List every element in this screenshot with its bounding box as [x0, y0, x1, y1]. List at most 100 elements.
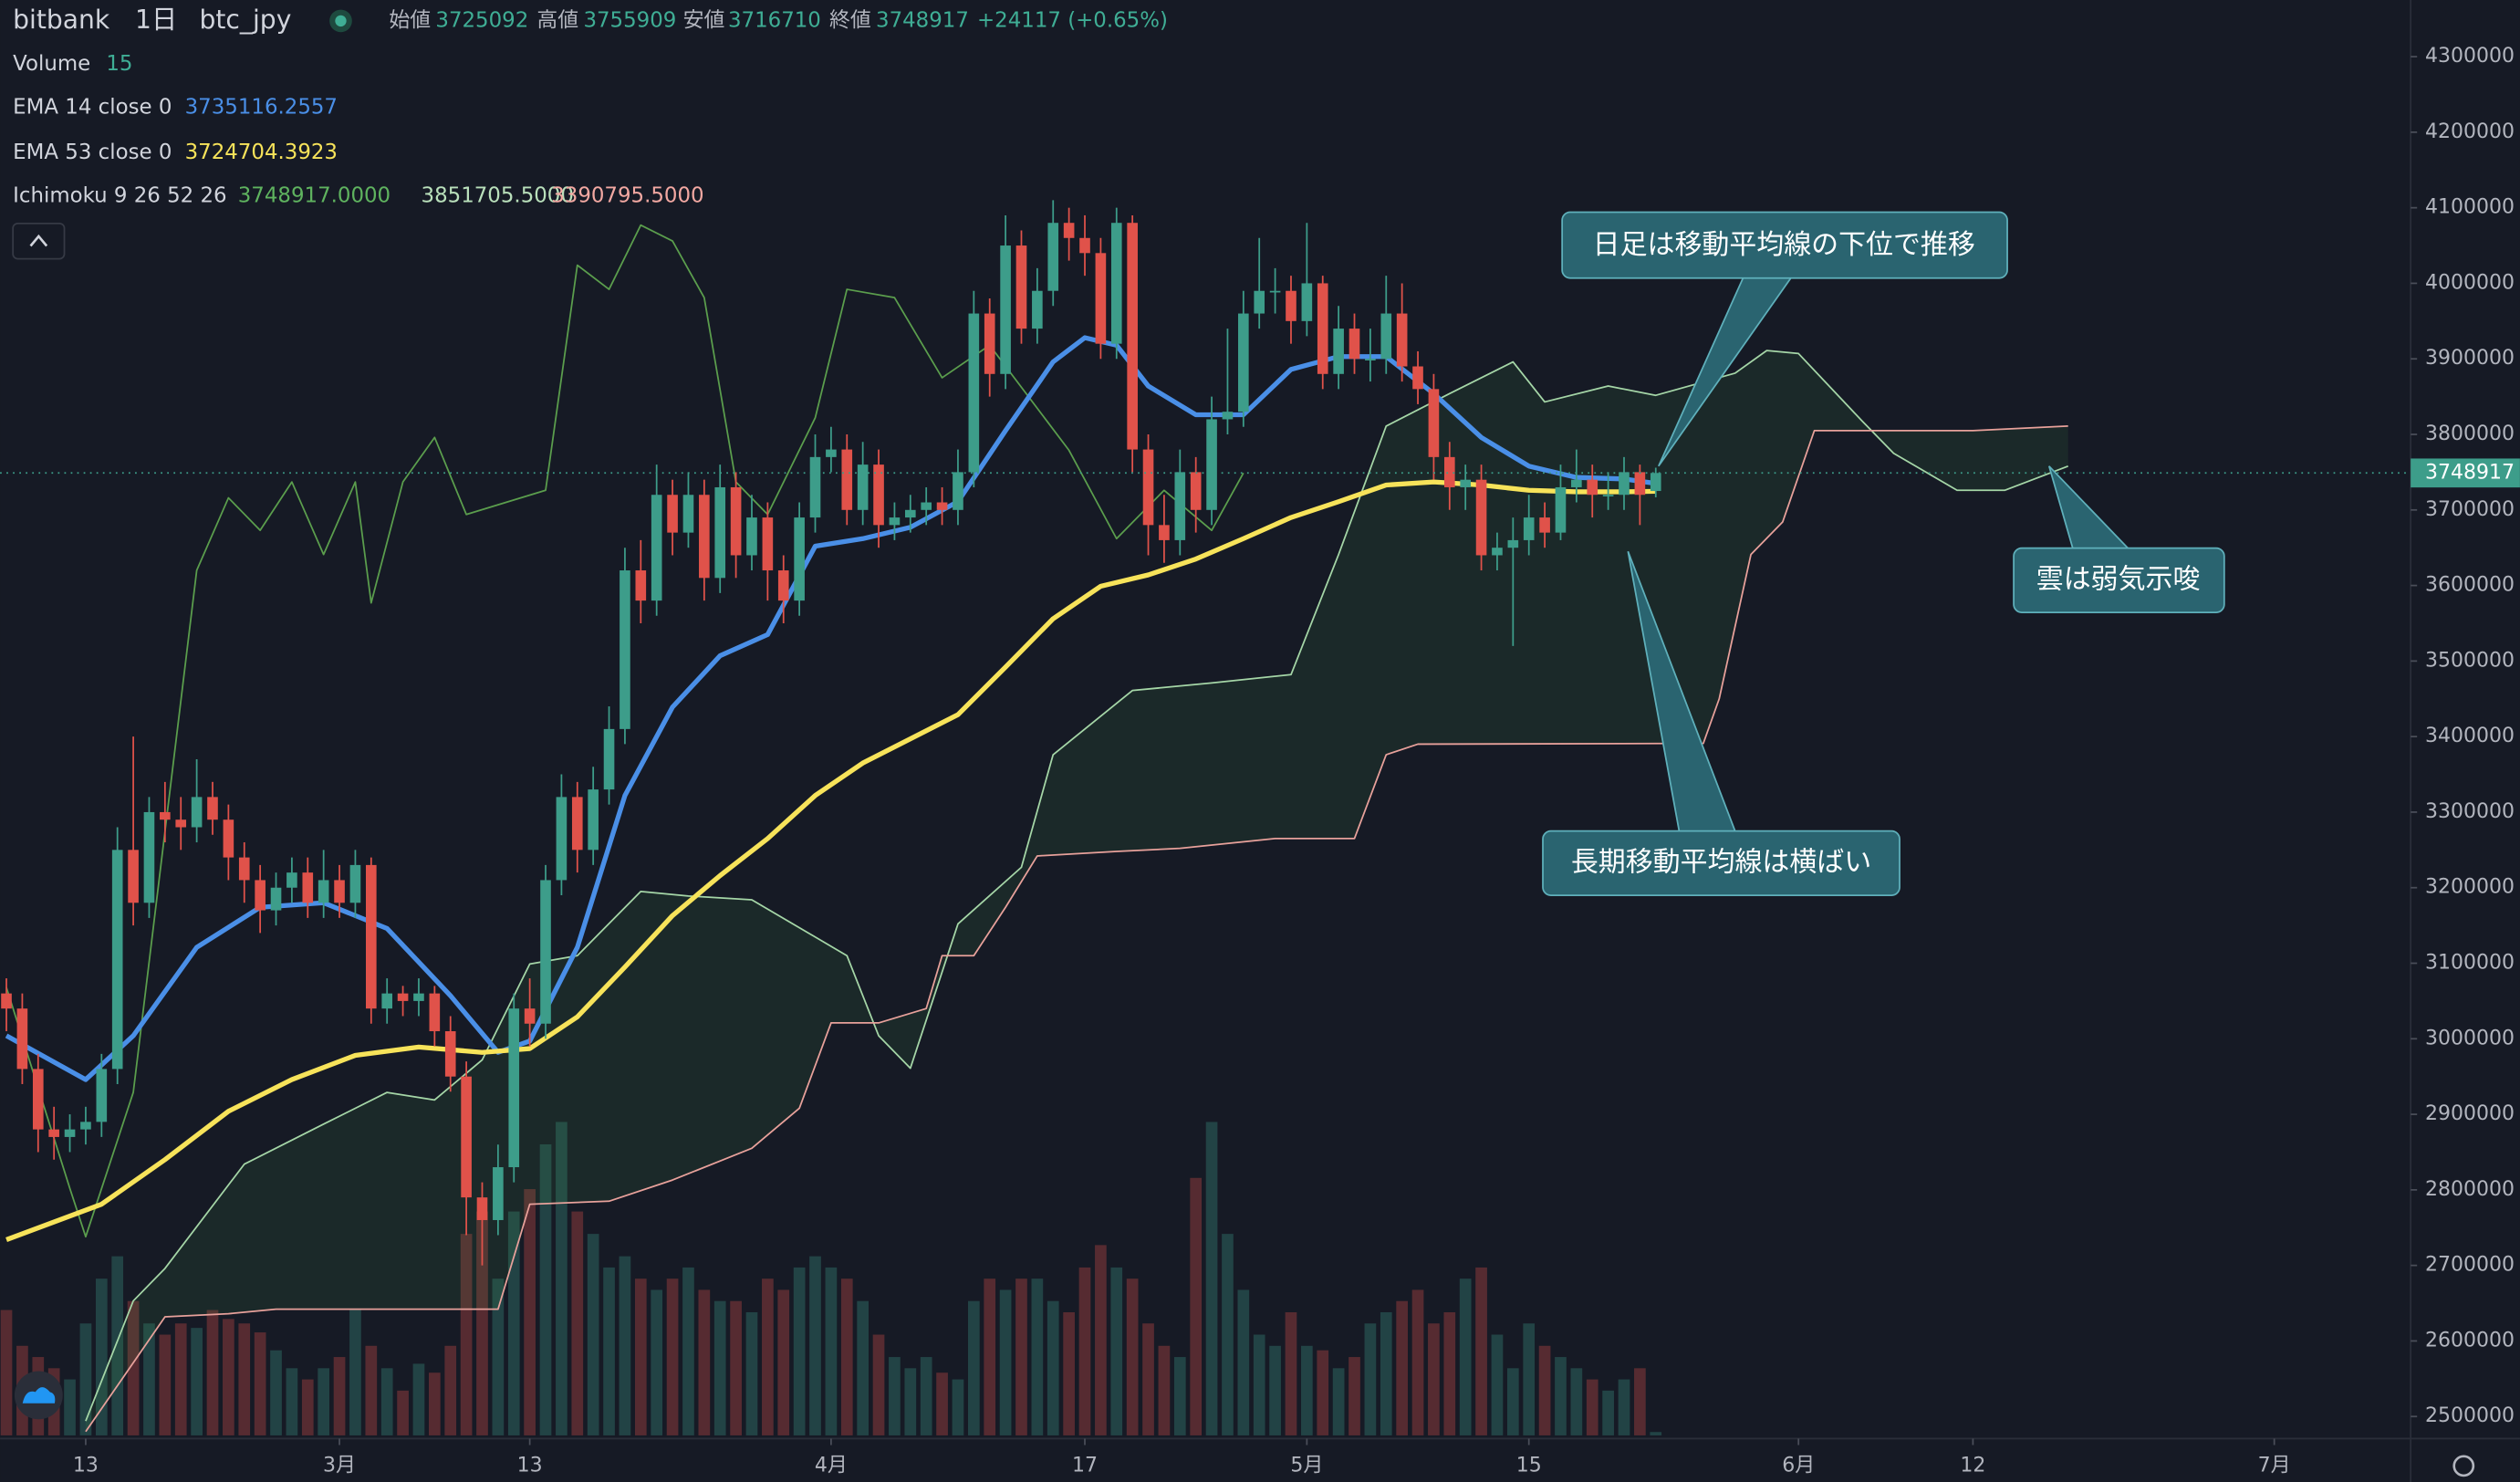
candle-body: [524, 1008, 536, 1024]
candle-body: [1317, 283, 1328, 374]
volume-bar: [762, 1278, 774, 1435]
volume-bar: [1332, 1368, 1345, 1435]
volume-bar: [1190, 1177, 1203, 1435]
volume-bar: [460, 1234, 473, 1435]
volume-bar: [412, 1363, 425, 1435]
candle-body: [1254, 290, 1265, 314]
candle-body: [318, 880, 329, 903]
symbol: btc_jpy: [199, 5, 291, 35]
last-price-tag: [2411, 458, 2520, 488]
ichimoku-span-b: [85, 425, 2068, 1433]
candle-body: [160, 811, 171, 820]
plot-area: 2500000 2600000 2700000 2800000 2900000 30000…: [0, 45, 2520, 1477]
volume-bar: [174, 1323, 187, 1435]
candle-body: [1159, 525, 1170, 540]
candle-body: [762, 517, 774, 571]
volume-bar: [1618, 1379, 1630, 1435]
volume-bar: [1063, 1311, 1075, 1435]
volume-bar: [1222, 1234, 1234, 1435]
volume-bar: [1602, 1390, 1614, 1435]
volume-bar: [698, 1289, 711, 1435]
candle-body: [1492, 548, 1503, 556]
candle-body: [1206, 419, 1217, 510]
candle-body: [953, 472, 963, 510]
volume-bar: [1269, 1345, 1281, 1435]
x-tick-label: 12: [1960, 1454, 1985, 1477]
candle-body: [603, 728, 615, 790]
logo-mark: [22, 1387, 56, 1404]
volume-bar: [1459, 1278, 1472, 1435]
interval: 1日: [135, 5, 177, 35]
candle-body: [1063, 223, 1075, 238]
high-label: 高値: [536, 8, 578, 32]
candle-body: [48, 1129, 59, 1137]
candle-body: [620, 570, 630, 729]
candle-body: [223, 819, 234, 858]
y-tick-label: 4100000: [2425, 196, 2515, 219]
candle-body: [1349, 329, 1360, 360]
ichimoku-lagging-value: 3748917.0000: [238, 183, 390, 207]
volume-bar: [840, 1278, 853, 1435]
y-tick-label: 3700000: [2425, 498, 2515, 521]
candle-body: [984, 313, 995, 374]
y-tick-label: 4000000: [2425, 271, 2515, 294]
volume-bar: [143, 1323, 155, 1435]
candle-body: [571, 797, 583, 851]
y-tick-label: 4300000: [2425, 45, 2515, 68]
volume-bar: [1349, 1357, 1360, 1435]
volume-bar: [713, 1300, 726, 1435]
volume-bar: [159, 1334, 172, 1435]
volume-bar: [745, 1311, 758, 1435]
ichimoku-span-a: [85, 350, 2069, 1422]
candle-body: [1174, 472, 1186, 540]
collapse-button[interactable]: [12, 222, 66, 260]
volume-bar: [587, 1234, 599, 1435]
x-tick-label: 7月: [2258, 1454, 2291, 1477]
volume-bar: [872, 1334, 885, 1435]
volume-bar: [0, 1310, 13, 1435]
candle-body: [1539, 517, 1550, 533]
candle-body: [936, 502, 948, 510]
volume-bar: [634, 1278, 647, 1435]
y-tick-label: 2800000: [2425, 1178, 2515, 1201]
y-tick-label: 3800000: [2425, 423, 2515, 445]
volume-bar: [1443, 1311, 1456, 1435]
candle-body: [111, 850, 123, 1070]
volume-bar: [571, 1211, 584, 1435]
volume-bar: [984, 1278, 996, 1435]
candle-body: [794, 517, 805, 601]
volume-bar: [301, 1379, 314, 1435]
ema14-name: EMA 14 close 0: [13, 96, 172, 120]
callout-box: [1561, 211, 2008, 279]
volume-bar: [1142, 1323, 1154, 1435]
candle-body: [651, 495, 662, 601]
volume-bar: [1364, 1323, 1377, 1435]
x-tick-label: 5月: [1290, 1454, 1323, 1477]
candle-body: [1587, 479, 1598, 496]
y-tick-label: 3600000: [2425, 574, 2515, 597]
volume-bar: [999, 1289, 1012, 1435]
volume-bar: [1126, 1278, 1139, 1435]
candle-body: [96, 1069, 108, 1122]
candle-body: [1000, 245, 1011, 374]
candle-body: [746, 517, 757, 556]
x-tick-label: 17: [1072, 1454, 1098, 1477]
candle-body: [191, 797, 203, 828]
x-tick-label: 13: [73, 1454, 99, 1477]
y-tick-label: 3200000: [2425, 876, 2515, 899]
x-tick-label: 3月: [323, 1454, 356, 1477]
settings-icon[interactable]: [2452, 1455, 2475, 1477]
volume-bar: [1380, 1311, 1392, 1435]
volume-bar: [1555, 1357, 1567, 1435]
candle-body: [1333, 329, 1344, 374]
low-value: 3716710: [728, 8, 821, 32]
candle-body: [128, 850, 139, 903]
candle-body: [889, 517, 901, 526]
open-value: 3725092: [435, 8, 528, 32]
y-tick-label: 2900000: [2425, 1102, 2515, 1125]
close-label: 終値: [829, 8, 871, 32]
volume-bar: [286, 1368, 298, 1435]
volume-bar: [793, 1267, 806, 1435]
candle-body: [397, 993, 409, 1001]
